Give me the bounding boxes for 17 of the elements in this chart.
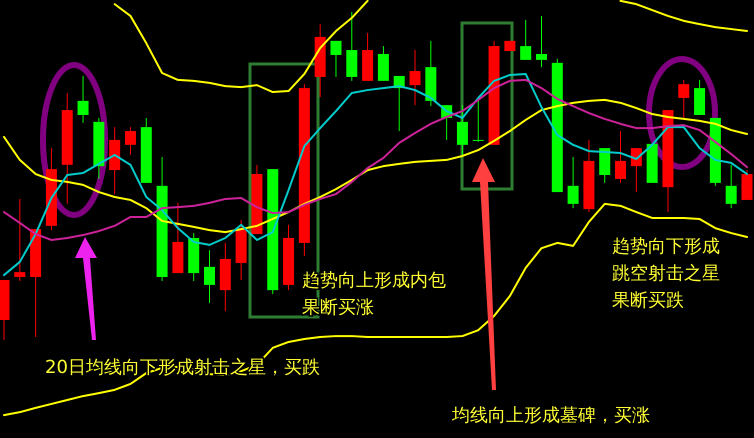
annotation: 趋势向上形成内包果断买涨 [302, 270, 446, 318]
candlestick [615, 130, 626, 184]
candlestick [472, 99, 484, 142]
candlestick [78, 75, 89, 124]
candlestick [456, 104, 468, 156]
candlestick [330, 40, 342, 78]
candlestick [536, 15, 547, 68]
candlestick [204, 250, 216, 304]
annotation: 趋势向下形成跳空射击之星果断买跌 [612, 236, 720, 311]
text: 均线向上形成墓碑，买涨 [451, 405, 650, 426]
candlestick [410, 50, 421, 106]
candlestick [124, 126, 136, 156]
candlestick [678, 79, 690, 118]
candlestick [726, 164, 737, 209]
candlestick [14, 198, 26, 282]
candlestick [520, 19, 532, 60]
candlestick [568, 156, 579, 209]
